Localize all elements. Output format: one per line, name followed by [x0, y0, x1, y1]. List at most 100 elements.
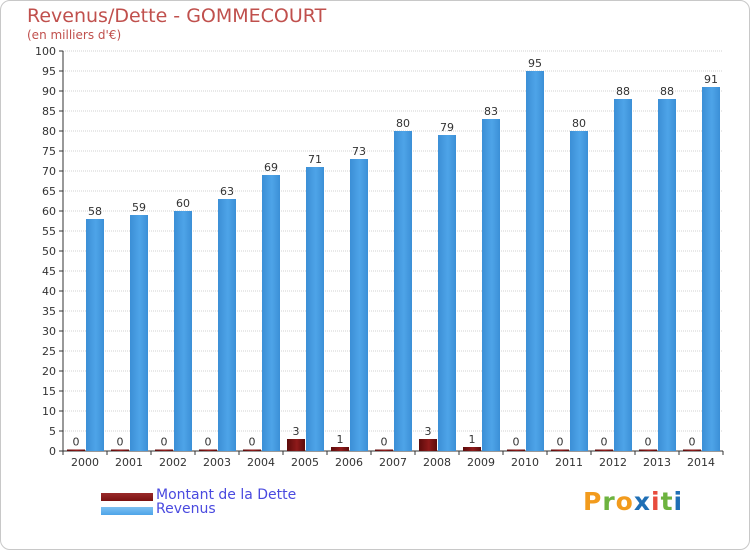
y-tick-label: 85: [42, 105, 56, 118]
y-tick-label: 45: [42, 265, 56, 278]
bar-debt: [507, 449, 525, 451]
data-label-revenue: 69: [264, 161, 278, 174]
y-tick-label: 95: [42, 65, 56, 78]
logo-letter: P: [583, 487, 603, 516]
data-label-revenue: 80: [396, 117, 410, 130]
data-label-debt: 0: [557, 436, 564, 449]
data-label-revenue: 79: [440, 121, 454, 134]
data-label-debt: 3: [293, 425, 300, 438]
data-label-revenue: 88: [660, 85, 674, 98]
legend-swatch-debt: [101, 493, 153, 501]
x-tick-label: 2013: [643, 456, 671, 469]
data-label-revenue: 71: [308, 153, 322, 166]
data-label-debt: 1: [337, 433, 344, 446]
grid-lines: [63, 50, 723, 432]
data-label-debt: 0: [381, 436, 388, 449]
x-tick-label: 2004: [247, 456, 275, 469]
data-label-revenue: 91: [704, 73, 718, 86]
y-tick-label: 80: [42, 125, 56, 138]
y-tick-label: 65: [42, 185, 56, 198]
x-tick-label: 2008: [423, 456, 451, 469]
bar-revenue: [570, 131, 588, 451]
chart-subtitle: (en milliers d'€): [27, 28, 122, 42]
bar-revenue: [262, 175, 280, 451]
data-label-debt: 0: [513, 436, 520, 449]
y-tick-label: 50: [42, 245, 56, 258]
data-label-debt: 1: [469, 433, 476, 446]
bar-debt: [551, 449, 569, 451]
bar-debt: [683, 449, 701, 451]
bar-debt: [419, 439, 437, 451]
data-label-revenue: 80: [572, 117, 586, 130]
bar-debt: [331, 447, 349, 451]
bar-revenue: [482, 119, 500, 451]
x-tick-label: 2002: [159, 456, 187, 469]
logo-letter: o: [615, 487, 634, 516]
x-tick-label: 2000: [71, 456, 99, 469]
data-label-revenue: 60: [176, 197, 190, 210]
legend-label-revenue: Revenus: [156, 501, 216, 517]
logo-letter: r: [602, 487, 616, 516]
data-label-debt: 0: [73, 436, 80, 449]
x-tick-label: 2005: [291, 456, 319, 469]
data-label-revenue: 88: [616, 85, 630, 98]
bar-revenue: [438, 135, 456, 451]
bar-debt: [639, 449, 657, 451]
x-tick-label: 2001: [115, 456, 143, 469]
y-tick-label: 100: [35, 45, 56, 58]
x-tick-label: 2012: [599, 456, 627, 469]
y-tick-label: 55: [42, 225, 56, 238]
bar-debt: [67, 449, 85, 451]
bar-debt: [199, 449, 217, 451]
legend-swatch-revenue: [101, 507, 153, 515]
data-label-revenue: 58: [88, 205, 102, 218]
bar-revenue: [174, 211, 192, 451]
data-label-revenue: 83: [484, 105, 498, 118]
y-tick-label: 30: [42, 325, 56, 338]
data-label-revenue: 63: [220, 185, 234, 198]
data-label-revenue: 73: [352, 145, 366, 158]
x-tick-label: 2014: [687, 456, 715, 469]
y-tick-label: 90: [42, 85, 56, 98]
bar-revenue: [702, 87, 720, 451]
bar-revenue: [350, 159, 368, 451]
data-label-revenue: 95: [528, 57, 542, 70]
bar-debt: [243, 449, 261, 451]
logo-letter: t: [660, 487, 674, 516]
bar-revenue: [86, 219, 104, 451]
bar-revenue: [130, 215, 148, 451]
y-tick-label: 0: [49, 445, 56, 458]
bar-debt: [595, 449, 613, 451]
bar-debt: [287, 439, 305, 451]
x-tick-label: 2009: [467, 456, 495, 469]
proxiti-logo: Proxiti: [583, 487, 683, 516]
bar-debt: [463, 447, 481, 451]
bar-revenue: [658, 99, 676, 451]
y-tick-label: 20: [42, 365, 56, 378]
legend-label-debt: Montant de la Dette: [156, 487, 297, 503]
bar-revenue: [306, 167, 324, 451]
bar-revenue: [218, 199, 236, 451]
data-label-debt: 0: [645, 436, 652, 449]
bar-debt: [155, 449, 173, 451]
x-tick-label: 2007: [379, 456, 407, 469]
y-tick-label: 35: [42, 305, 56, 318]
x-axis: 2000 2001 2002 2003 2004 2005 2006 2007 2008 2009…: [62, 450, 724, 469]
data-label-debt: 0: [161, 436, 168, 449]
y-tick-label: 5: [49, 425, 56, 438]
bar-debt: [111, 449, 129, 451]
bar-debt: [375, 449, 393, 451]
data-label-revenue: 59: [132, 201, 146, 214]
x-tick-label: 2010: [511, 456, 539, 469]
y-tick-label: 60: [42, 205, 56, 218]
data-label-debt: 0: [689, 436, 696, 449]
y-tick-label: 70: [42, 165, 56, 178]
data-label-debt: 3: [425, 425, 432, 438]
bar-revenue: [526, 71, 544, 451]
bar-revenue: [394, 131, 412, 451]
y-axis: 0 5 10 15 20 25 30 35 40 45 50 55 60 65 70 75 80 85 90 95 10…: [35, 45, 64, 458]
bars: [67, 71, 720, 451]
x-tick-label: 2006: [335, 456, 363, 469]
y-tick-label: 10: [42, 405, 56, 418]
